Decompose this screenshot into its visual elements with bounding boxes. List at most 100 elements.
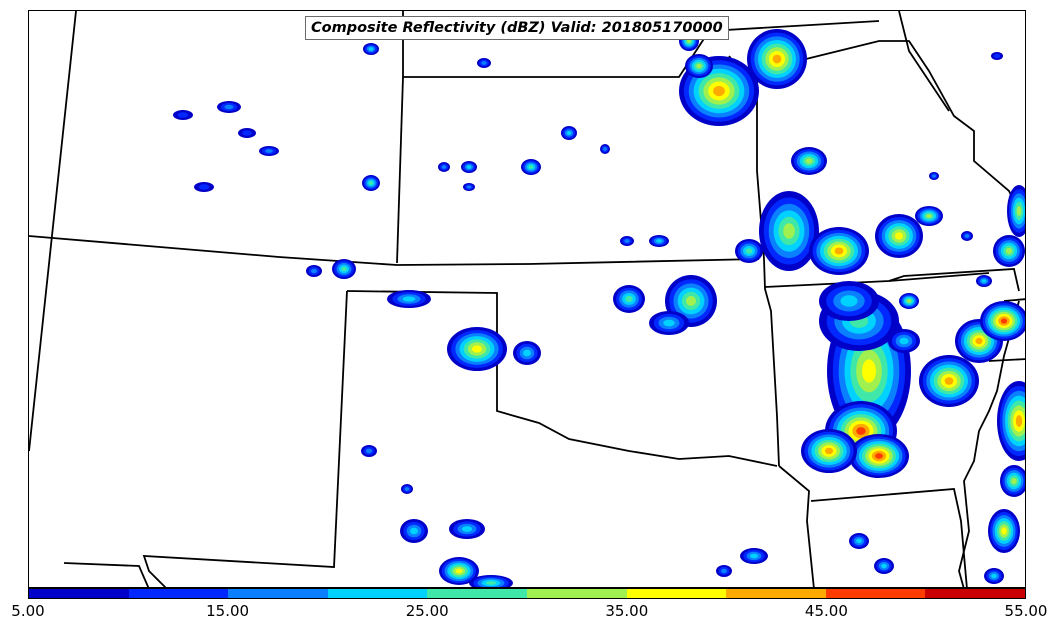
reflectivity-cell	[472, 345, 482, 353]
reflectivity-cell	[485, 581, 497, 585]
colorbar	[28, 588, 1026, 599]
colorbar-tick-label: 15.00	[206, 602, 250, 620]
reflectivity-cell	[566, 131, 572, 135]
reflectivity-map	[29, 11, 1025, 587]
colorbar-tick-label: 25.00	[405, 602, 449, 620]
reflectivity-cell	[899, 337, 909, 345]
border-ks-mo	[756, 71, 780, 467]
border-ms-river	[958, 300, 1020, 587]
reflectivity-cell	[696, 63, 702, 69]
reflectivity-cell	[964, 234, 970, 238]
reflectivity-cell	[224, 104, 234, 110]
reflectivity-cell	[991, 573, 997, 579]
reflectivity-cell	[466, 165, 472, 169]
reflectivity-cell	[656, 239, 662, 243]
colorbar-segment	[29, 589, 129, 598]
colorbar-segment	[626, 589, 727, 598]
state-borders	[29, 11, 1025, 587]
reflectivity-cell	[523, 349, 531, 357]
reflectivity-cell	[895, 232, 903, 240]
reflectivity-cell	[772, 54, 782, 64]
reflectivity-cell	[875, 453, 883, 459]
border-ut-co	[29, 11, 77, 452]
reflectivity-cell	[1001, 527, 1007, 535]
reflectivity-cell	[1005, 247, 1013, 255]
reflectivity-cell	[926, 214, 932, 218]
reflectivity-cell	[198, 184, 210, 190]
colorbar-segment	[327, 589, 428, 598]
reflectivity-cell	[368, 181, 374, 185]
reflectivity-cell	[932, 174, 936, 178]
reflectivity-cell	[1015, 415, 1023, 427]
border-nm-south	[63, 562, 150, 587]
reflectivity-cell	[993, 53, 1001, 59]
reflectivity-cell	[824, 447, 834, 455]
border-ks-north	[402, 11, 880, 78]
reflectivity-cell	[603, 147, 607, 151]
border-nm-tx	[346, 290, 778, 467]
reflectivity-cell	[745, 248, 753, 254]
reflectivity-cell	[881, 563, 887, 569]
colorbar-segment	[427, 589, 527, 598]
reflectivity-cell	[441, 165, 447, 169]
reflectivity-cell	[481, 61, 487, 65]
reflectivity-cell	[242, 130, 252, 136]
reflectivity-cell	[750, 553, 758, 559]
colorbar-segment	[825, 589, 926, 598]
reflectivity-cell	[528, 165, 534, 169]
reflectivity-cells	[173, 29, 1025, 587]
reflectivity-cell	[624, 239, 630, 243]
reflectivity-cell	[410, 527, 418, 535]
reflectivity-cell	[1000, 318, 1008, 324]
reflectivity-cell	[341, 266, 347, 272]
reflectivity-cell	[625, 295, 633, 303]
colorbar-segment	[925, 589, 1025, 598]
reflectivity-cell	[783, 223, 795, 239]
reflectivity-cell	[685, 295, 697, 307]
colorbar-tick-label: 35.00	[605, 602, 649, 620]
reflectivity-cell	[461, 526, 473, 532]
colorbar-tick-label: 45.00	[804, 602, 848, 620]
reflectivity-cell	[366, 448, 372, 454]
reflectivity-cell	[713, 85, 725, 97]
reflectivity-cell	[834, 247, 844, 255]
reflectivity-cell	[1011, 477, 1017, 485]
reflectivity-cell	[265, 149, 273, 153]
border-tn	[988, 298, 1025, 362]
border-co-ks	[396, 76, 404, 264]
colorbar-segment	[128, 589, 229, 598]
reflectivity-cell	[1016, 205, 1022, 217]
reflectivity-cell	[311, 268, 317, 274]
reflectivity-cell	[840, 295, 858, 307]
border-ks-ok-east	[764, 272, 990, 288]
colorbar-segment	[726, 589, 826, 598]
reflectivity-cell	[975, 337, 983, 345]
border-ar-la	[810, 488, 968, 587]
border-il	[898, 11, 950, 112]
reflectivity-cell	[805, 158, 813, 164]
reflectivity-cell	[856, 538, 862, 544]
reflectivity-cell	[177, 112, 189, 118]
reflectivity-cell	[404, 487, 410, 491]
reflectivity-cell	[721, 568, 727, 574]
reflectivity-cell	[466, 185, 472, 189]
reflectivity-cell	[368, 47, 374, 51]
colorbar-segment	[526, 589, 627, 598]
reflectivity-cell	[402, 296, 416, 302]
reflectivity-cell	[455, 568, 463, 574]
reflectivity-cell	[687, 39, 691, 43]
colorbar-segment	[228, 589, 328, 598]
reflectivity-cell	[981, 279, 987, 283]
reflectivity-cell	[862, 359, 876, 383]
border-co-ks-line	[29, 235, 760, 266]
map-panel: Composite Reflectivity (dBZ) Valid: 2018…	[28, 10, 1026, 588]
border-ok-ar	[778, 465, 815, 587]
map-title: Composite Reflectivity (dBZ) Valid: 2018…	[305, 16, 729, 40]
border-nm	[142, 290, 348, 587]
colorbar-tick-label: 5.00	[11, 602, 45, 620]
reflectivity-cell	[856, 427, 866, 435]
reflectivity-cell	[663, 319, 675, 327]
reflectivity-cell	[944, 377, 954, 385]
reflectivity-cell	[907, 299, 911, 303]
colorbar-tick-label: 55.00	[1004, 602, 1048, 620]
